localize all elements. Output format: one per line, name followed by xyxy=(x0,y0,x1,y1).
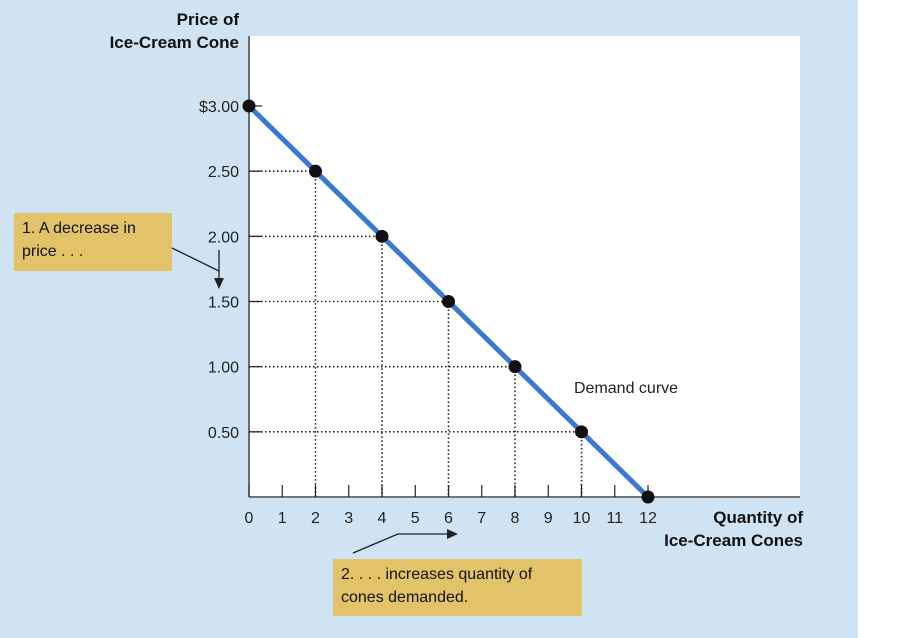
x-tick-label: 12 xyxy=(639,510,657,527)
quantity-increase-callout: 2. . . . increases quantity of cones dem… xyxy=(333,559,582,616)
price-callout-leader xyxy=(171,247,220,272)
quantity-increase-arrowhead xyxy=(447,529,458,539)
y-axis-title: Price of Ice-Cream Cone xyxy=(110,8,239,54)
x-tick-label: 5 xyxy=(411,510,420,527)
y-tick-label: 2.00 xyxy=(208,229,239,246)
demand-point xyxy=(508,360,522,374)
y-tick-label: 0.50 xyxy=(208,425,239,442)
x-tick-label: 6 xyxy=(444,510,453,527)
price-callout-line-1: 1. A decrease in xyxy=(22,220,136,237)
demand-curve-label: Demand curve xyxy=(574,380,679,397)
x-axis-title-line-2: Ice-Cream Cones xyxy=(664,531,803,550)
x-tick-label: 8 xyxy=(511,510,520,527)
quantity-callout-line-1: 2. . . . increases quantity of xyxy=(341,566,533,583)
plot-area xyxy=(250,36,800,498)
y-axis-title-line-1: Price of xyxy=(176,10,239,29)
demand-point xyxy=(641,490,655,504)
x-axis-title: Quantity of Ice-Cream Cones xyxy=(664,506,803,552)
x-tick-label: 9 xyxy=(544,510,553,527)
x-tick-label: 11 xyxy=(606,510,623,527)
x-tick-label: 0 xyxy=(245,510,254,527)
demand-point xyxy=(575,425,588,439)
x-axis-title-line-1: Quantity of xyxy=(713,508,803,527)
x-tick-label: 4 xyxy=(378,510,387,527)
x-tick-label: 1 xyxy=(278,510,287,527)
price-callout-line-2: price . . . xyxy=(22,243,84,260)
x-tick-label: 10 xyxy=(573,510,591,527)
x-tick-label: 7 xyxy=(477,510,486,527)
y-tick-label: 1.00 xyxy=(208,360,239,377)
x-tick-label: 3 xyxy=(344,510,353,527)
demand-point xyxy=(242,99,256,113)
y-tick-label: $3.00 xyxy=(199,99,239,116)
quantity-callout-line-2: cones demanded. xyxy=(341,589,469,606)
demand-point xyxy=(375,229,389,243)
demand-point xyxy=(309,164,322,178)
demand-point xyxy=(442,295,455,308)
price-decrease-callout: 1. A decrease in price . . . xyxy=(14,213,172,271)
x-tick-label: 2 xyxy=(311,510,320,527)
y-tick-label: 1.50 xyxy=(208,295,239,312)
quantity-callout-leader xyxy=(352,533,399,554)
y-axis-title-line-2: Ice-Cream Cone xyxy=(109,33,239,52)
price-decrease-arrowhead xyxy=(214,278,224,289)
y-tick-label: 2.50 xyxy=(208,164,239,181)
